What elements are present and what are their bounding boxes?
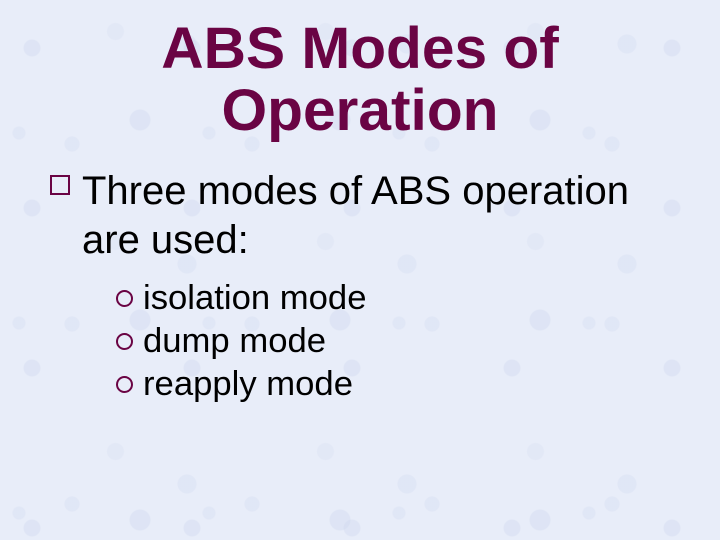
square-bullet-icon	[50, 175, 70, 195]
bullet-level2-item: isolation mode	[116, 279, 680, 318]
title-line-2: Operation	[221, 78, 498, 143]
bullet-level2-item: dump mode	[116, 322, 680, 361]
slide-title: ABS Modes of Operation	[40, 18, 680, 141]
title-line-1: ABS Modes of	[161, 16, 559, 81]
level1-text: Three modes of ABS operation are used:	[82, 167, 680, 265]
circle-bullet-icon	[116, 376, 133, 393]
circle-bullet-icon	[116, 290, 133, 307]
circle-bullet-icon	[116, 333, 133, 350]
slide-container: ABS Modes of Operation Three modes of AB…	[0, 0, 720, 540]
level2-text: isolation mode	[143, 279, 366, 318]
level2-text: reapply mode	[143, 365, 353, 404]
level2-text: dump mode	[143, 322, 326, 361]
bullet-level2-item: reapply mode	[116, 365, 680, 404]
bullet-level1: Three modes of ABS operation are used:	[50, 167, 680, 265]
